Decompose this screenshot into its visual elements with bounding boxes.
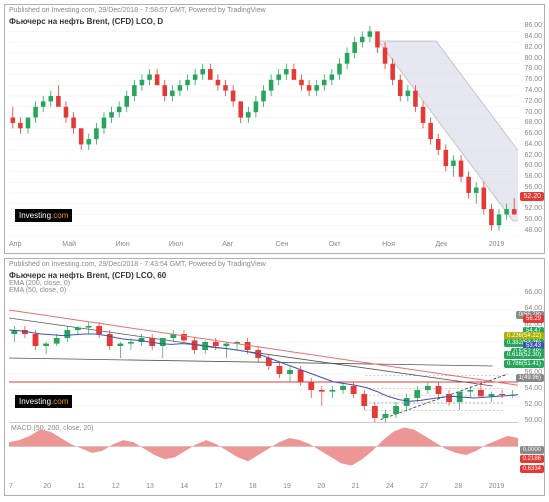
panel1-xaxis: АпрМайИюнИюлАвгСенОктНояДек2019 [9,241,514,251]
hourly-chart-panel: Published on Investing.com, 29/Dec/2018 … [4,258,545,496]
ema200-label: EMA (200, close, 0) [5,280,544,287]
ema50-label: EMA (50, close, 0) [5,287,544,294]
hourly-candlestick-chart [9,294,518,422]
macd-indicator: MACD (50, 200, close, 20) [9,422,518,470]
panel2-title: Фьючерс на нефть Brent, (CFD) LCO, 60 [5,271,544,280]
panel1-title: Фьючерс на нефть Brent, (CFD) LCO, D [5,17,544,26]
panel1-yaxis: 86.0084.0082.0080.0078.0076.0074.0072.00… [516,5,544,223]
panel2-header: Published on Investing.com, 29/Dec/2018 … [5,259,544,271]
panel1-header: Published on Investing.com, 29/Dec/2018 … [5,5,544,17]
panel1-chart-area[interactable]: Investing.com [9,26,518,236]
daily-chart-panel: Published on Investing.com, 29/Dec/2018 … [4,4,545,254]
investing-logo-2: Investing.com [15,395,72,408]
panel2-xaxis: 7201112131417181920212427282019 [9,483,514,493]
panel2-yaxis: 66.0064.0062.0060.0058.0056.0054.0052.00… [516,259,544,407]
macd-label: MACD (50, 200, close, 20) [11,425,93,432]
investing-logo: Investing.com [15,209,72,222]
daily-candlestick-chart [9,26,518,236]
panel2-chart-area[interactable]: Investing.com [9,294,518,422]
macd-yaxis: 0.00000.21860.6334 [516,427,544,475]
